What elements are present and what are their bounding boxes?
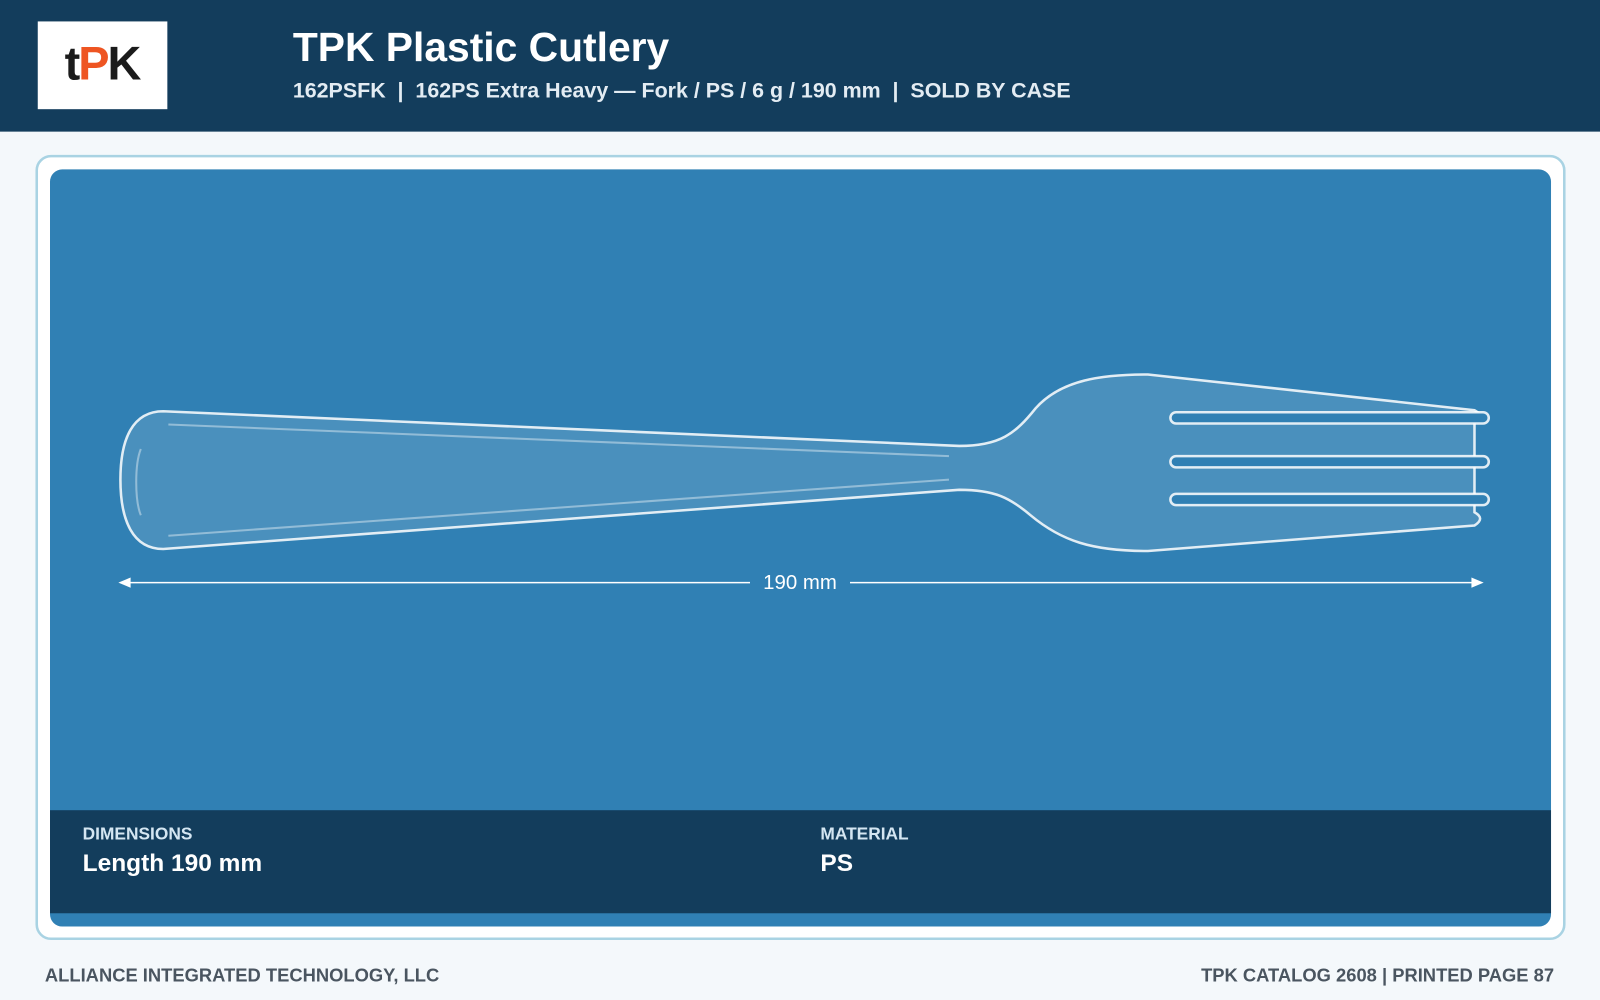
dimension-line: [118, 577, 1484, 588]
fork-outline: [119, 373, 1482, 553]
subtitle: 162PSFK | 162PS Extra Heavy — Fork / PS …: [293, 78, 1071, 102]
fork-slot: [1169, 410, 1491, 425]
spec-label: DIMENSIONS: [83, 823, 193, 843]
title: TPK Plastic Cutlery: [293, 24, 670, 70]
fork-slot: [1169, 492, 1491, 507]
dimension-label: 190 mm: [763, 572, 837, 594]
spec-value: Length 190 mm: [83, 850, 262, 877]
logo-part: P: [78, 38, 108, 90]
image-area: [50, 169, 1552, 927]
spec-band: [50, 810, 1552, 914]
fork-ridge: [135, 423, 950, 537]
logo-box: [37, 21, 168, 110]
logo: tPK: [65, 38, 142, 90]
fork: [119, 373, 1491, 553]
logo-part: t: [65, 38, 81, 90]
arrowhead: [1471, 577, 1484, 588]
footer-right: TPK CATALOG 2608 | PRINTED PAGE 87: [1201, 964, 1554, 985]
logo-part: K: [108, 38, 142, 90]
fork-slot: [1169, 454, 1491, 469]
footer-left: ALLIANCE INTEGRATED TECHNOLOGY, LLC: [45, 964, 439, 985]
spec-value: PS: [820, 850, 853, 877]
header-bar: [0, 0, 1600, 132]
arrowhead: [118, 577, 131, 588]
spec-label: MATERIAL: [820, 823, 909, 843]
